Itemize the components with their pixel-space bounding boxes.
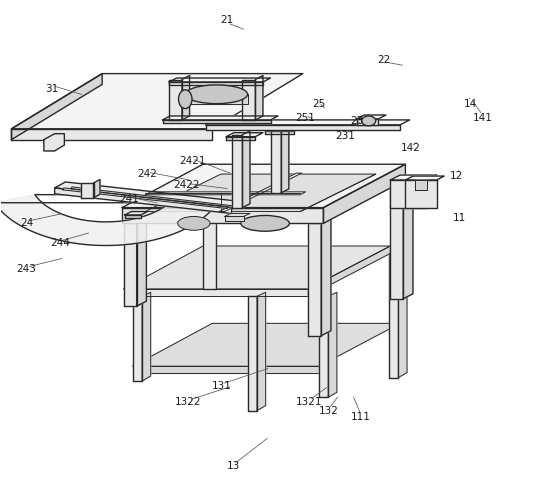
Polygon shape xyxy=(169,82,263,85)
Polygon shape xyxy=(405,176,444,180)
Text: 141: 141 xyxy=(473,113,492,123)
Polygon shape xyxy=(71,187,231,207)
Text: 13: 13 xyxy=(227,461,240,471)
Polygon shape xyxy=(125,211,148,215)
Polygon shape xyxy=(44,134,64,151)
Polygon shape xyxy=(137,218,147,306)
Polygon shape xyxy=(405,180,437,207)
Polygon shape xyxy=(163,116,278,120)
Text: 1322: 1322 xyxy=(175,397,202,407)
Ellipse shape xyxy=(179,90,192,109)
Polygon shape xyxy=(265,131,294,134)
Polygon shape xyxy=(182,76,189,120)
Ellipse shape xyxy=(241,215,289,231)
Text: 132: 132 xyxy=(319,406,339,415)
Polygon shape xyxy=(81,183,94,198)
Ellipse shape xyxy=(177,216,210,230)
Polygon shape xyxy=(124,223,137,306)
Polygon shape xyxy=(142,292,151,381)
Polygon shape xyxy=(169,80,182,120)
Polygon shape xyxy=(242,80,255,120)
Polygon shape xyxy=(357,119,378,125)
Polygon shape xyxy=(206,125,400,130)
Text: 2421: 2421 xyxy=(179,156,206,166)
Polygon shape xyxy=(122,207,324,223)
Polygon shape xyxy=(389,253,398,377)
Text: 231: 231 xyxy=(335,131,355,141)
Polygon shape xyxy=(225,213,250,216)
Polygon shape xyxy=(242,131,250,207)
Polygon shape xyxy=(390,180,427,207)
Polygon shape xyxy=(255,76,263,120)
Text: 131: 131 xyxy=(212,381,232,391)
Polygon shape xyxy=(11,74,303,129)
Text: 244: 244 xyxy=(50,238,70,248)
Polygon shape xyxy=(94,179,100,198)
Polygon shape xyxy=(11,74,102,140)
Ellipse shape xyxy=(362,116,375,126)
Polygon shape xyxy=(390,180,403,299)
Text: 25: 25 xyxy=(313,99,326,109)
Polygon shape xyxy=(319,296,328,397)
Text: 23: 23 xyxy=(350,117,364,126)
Polygon shape xyxy=(357,115,386,119)
Polygon shape xyxy=(225,216,243,221)
Text: 243: 243 xyxy=(17,264,37,274)
Polygon shape xyxy=(398,249,407,377)
Polygon shape xyxy=(390,175,437,180)
Text: 24: 24 xyxy=(20,218,33,228)
Polygon shape xyxy=(403,175,413,299)
Polygon shape xyxy=(219,173,302,211)
Polygon shape xyxy=(226,133,263,137)
Polygon shape xyxy=(185,94,248,104)
Polygon shape xyxy=(63,188,228,208)
Text: 31: 31 xyxy=(45,84,58,94)
Polygon shape xyxy=(206,120,410,125)
Polygon shape xyxy=(328,292,337,397)
Polygon shape xyxy=(133,324,400,366)
Polygon shape xyxy=(163,120,270,123)
Polygon shape xyxy=(324,164,405,223)
Polygon shape xyxy=(270,129,281,193)
Polygon shape xyxy=(203,207,216,289)
Text: 2422: 2422 xyxy=(174,180,200,190)
Text: 12: 12 xyxy=(450,170,463,181)
Text: 142: 142 xyxy=(401,143,421,154)
Polygon shape xyxy=(226,137,255,140)
Polygon shape xyxy=(415,180,427,190)
Polygon shape xyxy=(232,135,242,207)
Polygon shape xyxy=(169,78,270,82)
Text: 14: 14 xyxy=(464,99,477,109)
Polygon shape xyxy=(125,215,141,218)
Polygon shape xyxy=(124,246,390,289)
Polygon shape xyxy=(257,292,266,411)
Polygon shape xyxy=(11,129,212,140)
Polygon shape xyxy=(281,125,289,193)
Polygon shape xyxy=(265,127,302,131)
Polygon shape xyxy=(308,223,321,335)
Polygon shape xyxy=(248,296,257,411)
Polygon shape xyxy=(133,296,142,381)
Text: 21: 21 xyxy=(221,15,234,25)
Polygon shape xyxy=(321,218,331,335)
Polygon shape xyxy=(146,174,375,211)
Text: 242: 242 xyxy=(137,169,157,179)
Polygon shape xyxy=(55,182,242,207)
Polygon shape xyxy=(308,246,390,296)
Polygon shape xyxy=(133,366,319,372)
Polygon shape xyxy=(0,195,217,246)
Text: 22: 22 xyxy=(377,55,391,65)
Polygon shape xyxy=(122,164,405,207)
Text: 241: 241 xyxy=(119,194,139,204)
Text: 111: 111 xyxy=(351,412,371,422)
Text: 1321: 1321 xyxy=(296,397,322,407)
Polygon shape xyxy=(124,289,308,296)
Ellipse shape xyxy=(186,85,248,104)
Text: 251: 251 xyxy=(295,113,315,123)
Polygon shape xyxy=(55,188,232,213)
Polygon shape xyxy=(427,175,437,207)
Text: 11: 11 xyxy=(453,213,466,223)
Polygon shape xyxy=(146,192,306,195)
